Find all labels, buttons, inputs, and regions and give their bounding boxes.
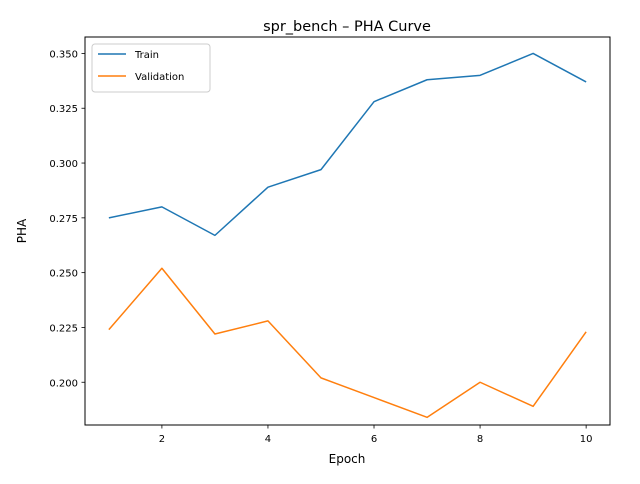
legend: Train Validation — [91, 43, 211, 93]
y-tick-label: 0.350 — [49, 49, 78, 60]
x-tick-label: 4 — [265, 434, 271, 445]
y-tick-label: 0.200 — [49, 378, 78, 389]
legend-box — [91, 43, 211, 93]
y-tick-label: 0.225 — [49, 323, 78, 334]
x-axis-ticks: 2 4 6 8 10 — [159, 425, 593, 445]
validation-legend-label: Validation — [135, 72, 184, 83]
y-tick-label: 0.250 — [49, 269, 78, 280]
series-lines — [108, 52, 587, 419]
x-tick-label: 2 — [159, 434, 165, 445]
validation-series-line — [108, 267, 587, 419]
y-axis-label: PHA — [15, 218, 29, 243]
y-tick-label: 0.275 — [49, 214, 78, 225]
train-series-line — [108, 52, 587, 237]
x-axis-label: Epoch — [329, 452, 366, 466]
y-tick-label: 0.325 — [49, 104, 78, 115]
plot-frame — [84, 36, 611, 426]
chart-title: spr_bench – PHA Curve — [263, 19, 431, 35]
train-legend-label: Train — [134, 50, 159, 61]
y-tick-label: 0.300 — [49, 159, 78, 170]
x-tick-label: 10 — [580, 434, 593, 445]
y-axis-ticks: 0.200 0.225 0.250 0.275 0.300 0.325 0.350 — [49, 49, 85, 389]
x-tick-label: 8 — [477, 434, 483, 445]
x-tick-label: 6 — [371, 434, 377, 445]
